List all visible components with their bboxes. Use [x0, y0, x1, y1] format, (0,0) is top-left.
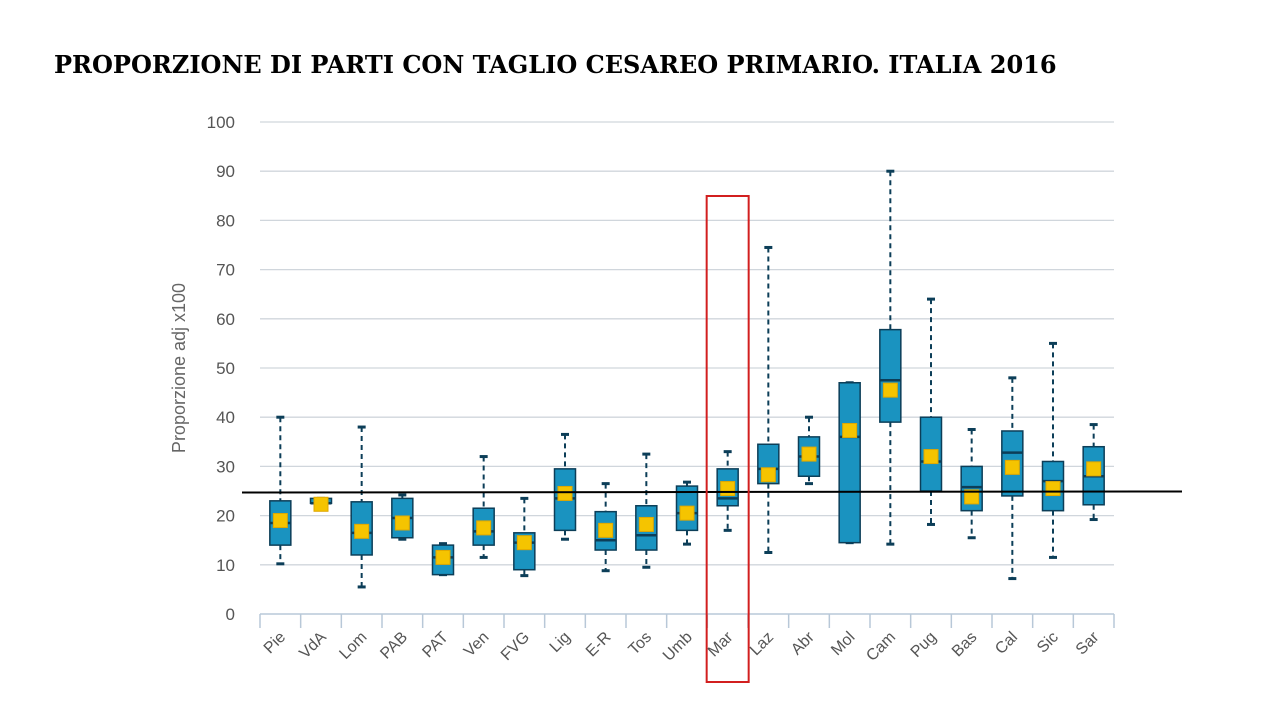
- box-Pug: [919, 297, 943, 526]
- x-tick-label: VdA: [296, 629, 330, 663]
- box-Sar: [1082, 423, 1105, 522]
- x-axis: Pie VdA Lom PAB PAT Ven FVG Lig E-R Tos Umb Mar Laz A…: [259, 613, 1115, 665]
- x-tick-label: Pie: [261, 629, 289, 657]
- highlight-group: [705, 195, 750, 683]
- box-Ven: [472, 455, 495, 559]
- reference-line-group: [241, 490, 1183, 494]
- mean-marker: [801, 446, 817, 462]
- x-tick-label: Laz: [747, 629, 777, 659]
- mean-marker: [476, 520, 492, 536]
- box-FVG: [513, 496, 536, 578]
- x-tick-label: PAB: [377, 629, 411, 663]
- y-tick-label: 80: [216, 211, 235, 230]
- mean-marker: [516, 535, 532, 551]
- mean-marker: [598, 522, 614, 538]
- mean-marker: [557, 485, 573, 501]
- x-tick-label: Sar: [1073, 628, 1103, 658]
- box-Mol: [838, 381, 861, 545]
- box-VdA: [309, 496, 333, 512]
- mean-marker: [435, 549, 451, 565]
- slide-title: PROPORZIONE DI PARTI CON TAGLIO CESAREO …: [54, 50, 1057, 79]
- mean-marker: [679, 505, 695, 521]
- y-tick-label: 100: [207, 113, 235, 132]
- box-PAB: [391, 493, 414, 541]
- box-Laz: [757, 245, 780, 554]
- mean-marker: [1045, 481, 1061, 497]
- box-Cal: [1001, 376, 1024, 581]
- mean-marker: [354, 523, 370, 539]
- x-tick-label: Cal: [992, 629, 1021, 658]
- mean-marker: [313, 496, 329, 512]
- box-PAT: [431, 542, 455, 577]
- box-Umb: [675, 480, 699, 546]
- x-tick-label: Lom: [336, 629, 370, 663]
- mean-marker: [882, 382, 898, 398]
- y-tick-label: 30: [216, 457, 235, 476]
- y-tick-label: 70: [216, 261, 235, 280]
- mean-marker: [272, 513, 288, 529]
- mean-marker: [720, 481, 736, 497]
- y-tick-label: 0: [226, 605, 235, 624]
- y-tick-label: 20: [216, 507, 235, 526]
- box-Tos: [635, 452, 658, 569]
- box-E-R: [594, 482, 617, 573]
- y-tick-label: 60: [216, 310, 235, 329]
- box-Cam: [879, 169, 902, 546]
- x-tick-label: Mar: [705, 628, 737, 660]
- mean-marker: [638, 516, 654, 532]
- x-tick-label: Bas: [949, 629, 981, 661]
- y-axis-ticks: 0 10 20 30 40 50 60 70 80 90 100: [207, 113, 235, 624]
- box-Lom: [350, 425, 373, 589]
- mean-marker: [1086, 461, 1102, 477]
- x-tick-label: E-R: [583, 629, 615, 661]
- x-tick-label: PAT: [419, 629, 452, 662]
- box-Pie: [269, 415, 292, 566]
- box-Bas: [960, 428, 983, 540]
- y-tick-label: 40: [216, 408, 235, 427]
- mean-marker: [394, 515, 410, 531]
- x-tick-label: Abr: [788, 628, 818, 658]
- x-tick-label: Tos: [626, 629, 656, 659]
- x-tick-label: Umb: [660, 629, 696, 665]
- box-Sic: [1041, 341, 1065, 559]
- box-Abr: [797, 415, 821, 486]
- y-tick-label: 50: [216, 359, 235, 378]
- iqr-box: [879, 328, 902, 423]
- iqr-box: [838, 382, 861, 544]
- highlight-box: [705, 195, 750, 683]
- reference-line: [241, 490, 1183, 494]
- x-tick-label: Mol: [828, 629, 858, 659]
- x-tick-label: Lig: [547, 629, 574, 656]
- x-tick-label: Cam: [863, 629, 899, 665]
- y-tick-label: 10: [216, 556, 235, 575]
- y-axis-title: Proporzione adj x100: [169, 283, 189, 453]
- y-tick-label: 90: [216, 162, 235, 181]
- box-Lig: [553, 432, 577, 541]
- mean-marker: [842, 422, 858, 438]
- x-tick-label: Sic: [1034, 629, 1062, 657]
- x-tick-label: FVG: [498, 629, 533, 664]
- mean-marker: [760, 467, 776, 483]
- x-tick-label: Pug: [908, 629, 940, 661]
- mean-marker: [923, 449, 939, 465]
- mean-marker: [964, 489, 980, 505]
- mean-marker: [1004, 459, 1020, 475]
- boxes: [269, 169, 1105, 589]
- x-tick-label: Ven: [461, 629, 493, 661]
